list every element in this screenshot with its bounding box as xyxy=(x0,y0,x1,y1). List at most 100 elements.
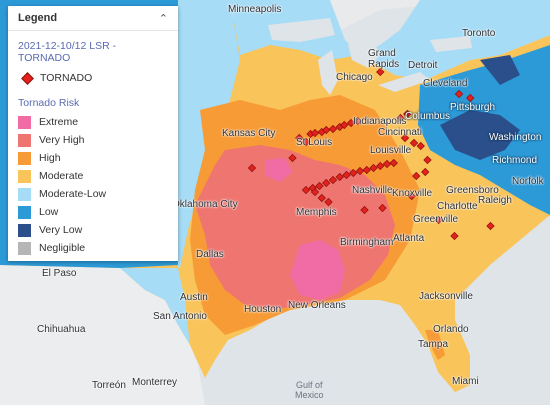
tornado-report-marker[interactable] xyxy=(346,118,356,128)
city-label-indianapolis: Indianapolis xyxy=(353,116,407,127)
tornado-report-marker[interactable] xyxy=(400,133,410,143)
legend-swatch xyxy=(18,133,31,147)
tornado-report-marker[interactable] xyxy=(355,166,365,176)
tornado-report-marker[interactable] xyxy=(322,125,331,135)
city-label-greenville: Greenville xyxy=(413,214,459,225)
tornado-report-marker[interactable] xyxy=(301,137,311,147)
city-label-norfolk: Norfolk xyxy=(512,176,544,187)
tornado-report-marker[interactable] xyxy=(486,221,495,231)
city-label-columbus: Columbus xyxy=(405,111,451,122)
legend-header[interactable]: Legend ⌃ xyxy=(8,6,178,31)
legend-risk-row: Low xyxy=(18,203,178,221)
city-label-washington: Washington xyxy=(489,132,542,143)
risk-verylow-newyork xyxy=(480,55,520,85)
tornado-report-marker[interactable] xyxy=(434,215,443,225)
tornado-report-marker[interactable] xyxy=(376,67,385,77)
tornado-report-marker[interactable] xyxy=(317,193,326,203)
risk-high-florida xyxy=(425,330,445,360)
risk-moderate-florida xyxy=(415,300,470,392)
city-label-el-paso: El Paso xyxy=(42,268,77,279)
legend-swatch xyxy=(18,223,31,237)
city-label-memphis: Memphis xyxy=(296,207,337,218)
lake-ontario xyxy=(430,36,472,52)
city-label-minneapolis: Minneapolis xyxy=(228,4,282,15)
tornado-report-marker[interactable] xyxy=(369,163,378,173)
chevron-up-icon[interactable]: ⌃ xyxy=(158,12,168,25)
tornado-report-marker[interactable] xyxy=(328,175,338,185)
legend-risk-title: Tornado Risk xyxy=(18,97,80,109)
legend-swatch xyxy=(18,115,31,129)
city-label-greensboro: Greensboro xyxy=(446,185,499,196)
tornado-report-marker[interactable] xyxy=(378,203,387,213)
legend-swatch xyxy=(18,151,31,165)
city-label-chihuahua: Chihuahua xyxy=(37,324,86,335)
tornado-report-marker[interactable] xyxy=(288,153,297,163)
city-label-detroit: Detroit xyxy=(408,60,438,71)
city-label-toronto: Toronto xyxy=(462,28,496,39)
tornado-report-marker[interactable] xyxy=(295,133,304,143)
tornado-report-marker[interactable] xyxy=(412,171,421,181)
tornado-report-marker[interactable] xyxy=(328,124,338,134)
tornado-report-marker[interactable] xyxy=(360,205,369,215)
city-label-st-louis: St Louis xyxy=(296,137,333,148)
city-label-charlotte: Charlotte xyxy=(437,201,478,212)
risk-verylow-appalachia xyxy=(440,110,520,160)
legend-risk-label: Moderate-Low xyxy=(39,188,107,200)
tornado-report-marker[interactable] xyxy=(382,159,392,169)
legend-risk-label: Low xyxy=(39,206,59,218)
legend-risk-row: Negligible xyxy=(18,239,178,257)
legend-risk-label: Very High xyxy=(39,134,85,146)
city-label-richmond: Richmond xyxy=(492,155,538,166)
city-label-torreon: Torreón xyxy=(92,380,126,391)
tornado-report-marker[interactable] xyxy=(362,165,371,175)
tornado-report-marker[interactable] xyxy=(407,191,416,201)
lake-erie xyxy=(378,72,430,92)
tornado-report-marker[interactable] xyxy=(450,231,459,241)
legend-risk-row: Very High xyxy=(18,131,178,149)
city-label-san-antonio: San Antonio xyxy=(153,311,207,322)
tornado-report-marker[interactable] xyxy=(376,161,385,171)
tornado-report-marker[interactable] xyxy=(340,120,349,130)
tornado-report-marker[interactable] xyxy=(421,167,430,177)
tornado-report-marker[interactable] xyxy=(466,93,475,103)
tornado-report-marker[interactable] xyxy=(301,185,311,195)
tornado-report-marker[interactable] xyxy=(342,170,351,180)
city-label-tampa: Tampa xyxy=(418,339,449,350)
tornado-report-marker[interactable] xyxy=(247,163,257,173)
city-label-new-orleans: New Orleans xyxy=(288,300,346,311)
tornado-report-marker[interactable] xyxy=(403,109,412,119)
tornado-report-marker[interactable] xyxy=(322,178,331,188)
tornado-reports-layer xyxy=(247,67,495,241)
city-label-cincinnati: Cincinnati xyxy=(378,127,422,138)
tornado-report-marker[interactable] xyxy=(315,181,324,191)
tornado-report-marker[interactable] xyxy=(416,141,425,151)
tornado-report-marker[interactable] xyxy=(389,158,398,168)
tornado-report-marker[interactable] xyxy=(324,197,333,207)
lake-michigan xyxy=(318,50,338,95)
tornado-report-marker[interactable] xyxy=(310,128,320,138)
city-label-houston: Houston xyxy=(244,304,282,315)
tornado-marker-icon xyxy=(21,71,34,85)
tornado-report-marker[interactable] xyxy=(349,168,358,178)
tornado-report-marker[interactable] xyxy=(409,138,419,148)
tornado-report-marker[interactable] xyxy=(396,113,405,123)
tornado-report-marker[interactable] xyxy=(454,89,464,99)
city-label-oklahoma-city: Oklahoma City xyxy=(172,199,238,210)
tornado-report-marker[interactable] xyxy=(310,187,320,197)
legend-point-label: TORNADO xyxy=(40,72,93,84)
city-label-pittsburgh: Pittsburgh xyxy=(450,102,496,113)
tornado-report-marker[interactable] xyxy=(335,172,344,182)
city-label-monterrey: Monterrey xyxy=(132,377,178,388)
water-label-gulf-of-mexico: Gulf of Mexico xyxy=(295,380,324,400)
risk-modlow-texas-west xyxy=(120,268,190,345)
legend-layer-name: 2021-12-10/12 LSR - TORNADO xyxy=(18,40,117,64)
tornado-report-marker[interactable] xyxy=(353,116,362,126)
legend-risk-label: Moderate xyxy=(39,170,84,182)
city-label-raleigh: Raleigh xyxy=(478,195,512,206)
risk-extreme-missouri xyxy=(265,158,292,182)
legend-panel: Legend ⌃ 2021-12-10/12 LSR - TORNADO TOR… xyxy=(8,6,178,261)
mexico-land xyxy=(0,265,205,405)
city-label-austin: Austin xyxy=(180,292,208,303)
tornado-report-marker[interactable] xyxy=(423,155,432,165)
